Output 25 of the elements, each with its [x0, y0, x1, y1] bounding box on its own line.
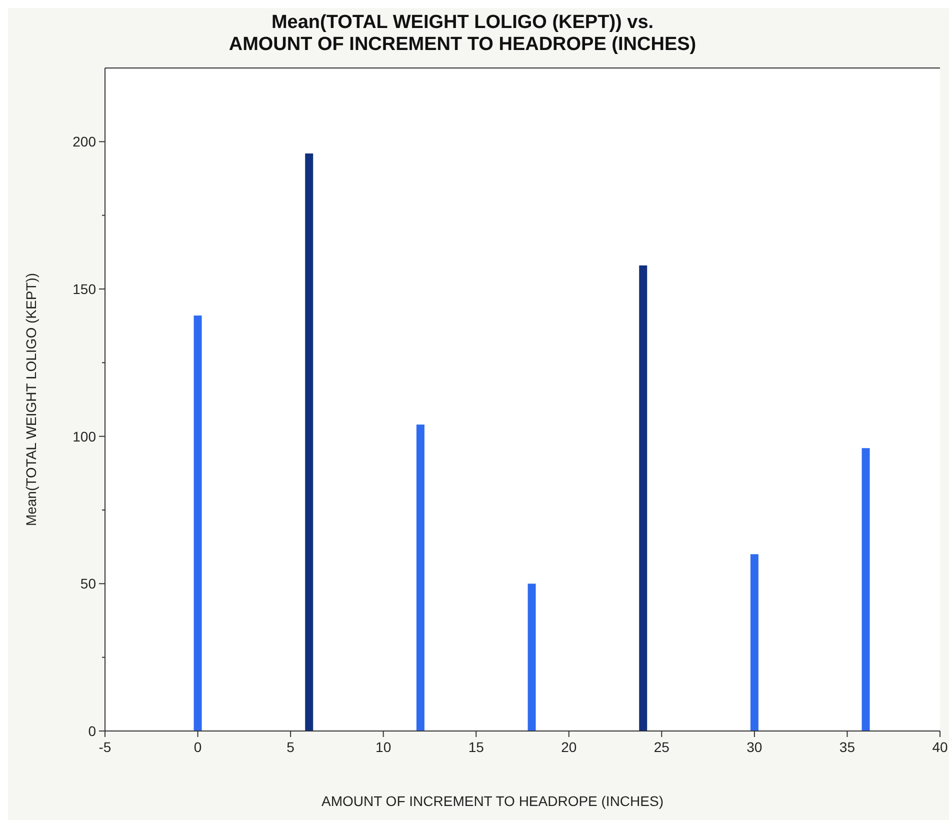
bar: [194, 316, 202, 731]
bar: [305, 153, 314, 731]
x-tick-label: 20: [561, 739, 577, 755]
x-tick-label: 30: [746, 739, 762, 755]
x-tick-label: 25: [654, 739, 670, 755]
bar: [528, 584, 536, 731]
y-tick-label: 0: [88, 723, 96, 739]
y-tick-label: 50: [80, 576, 96, 592]
bar: [862, 448, 870, 731]
x-tick-label: -5: [98, 739, 112, 755]
y-tick-label: 100: [72, 428, 96, 444]
chart-title: Mean(TOTAL WEIGHT LOLIGO (KEPT)) vs. AMOUNT OF INCREMENT TO HEADROPE (INCHES): [228, 12, 696, 55]
x-tick-label: 10: [376, 739, 392, 755]
x-tick-label: 0: [194, 739, 202, 755]
bar: [416, 424, 424, 731]
x-tick-label: 5: [286, 739, 295, 755]
y-tick-label: 200: [72, 134, 96, 150]
bar: [639, 265, 648, 731]
y-axis-title: Mean(TOTAL WEIGHT LOLIGO (KEPT)): [23, 272, 39, 526]
x-tick-label: 35: [839, 739, 856, 755]
x-tick-label: 15: [468, 739, 484, 755]
bar: [750, 554, 758, 731]
x-tick-label: 40: [932, 739, 948, 755]
y-tick-label: 150: [72, 281, 96, 297]
x-axis-title: AMOUNT OF INCREMENT TO HEADROPE (INCHES): [322, 793, 664, 809]
